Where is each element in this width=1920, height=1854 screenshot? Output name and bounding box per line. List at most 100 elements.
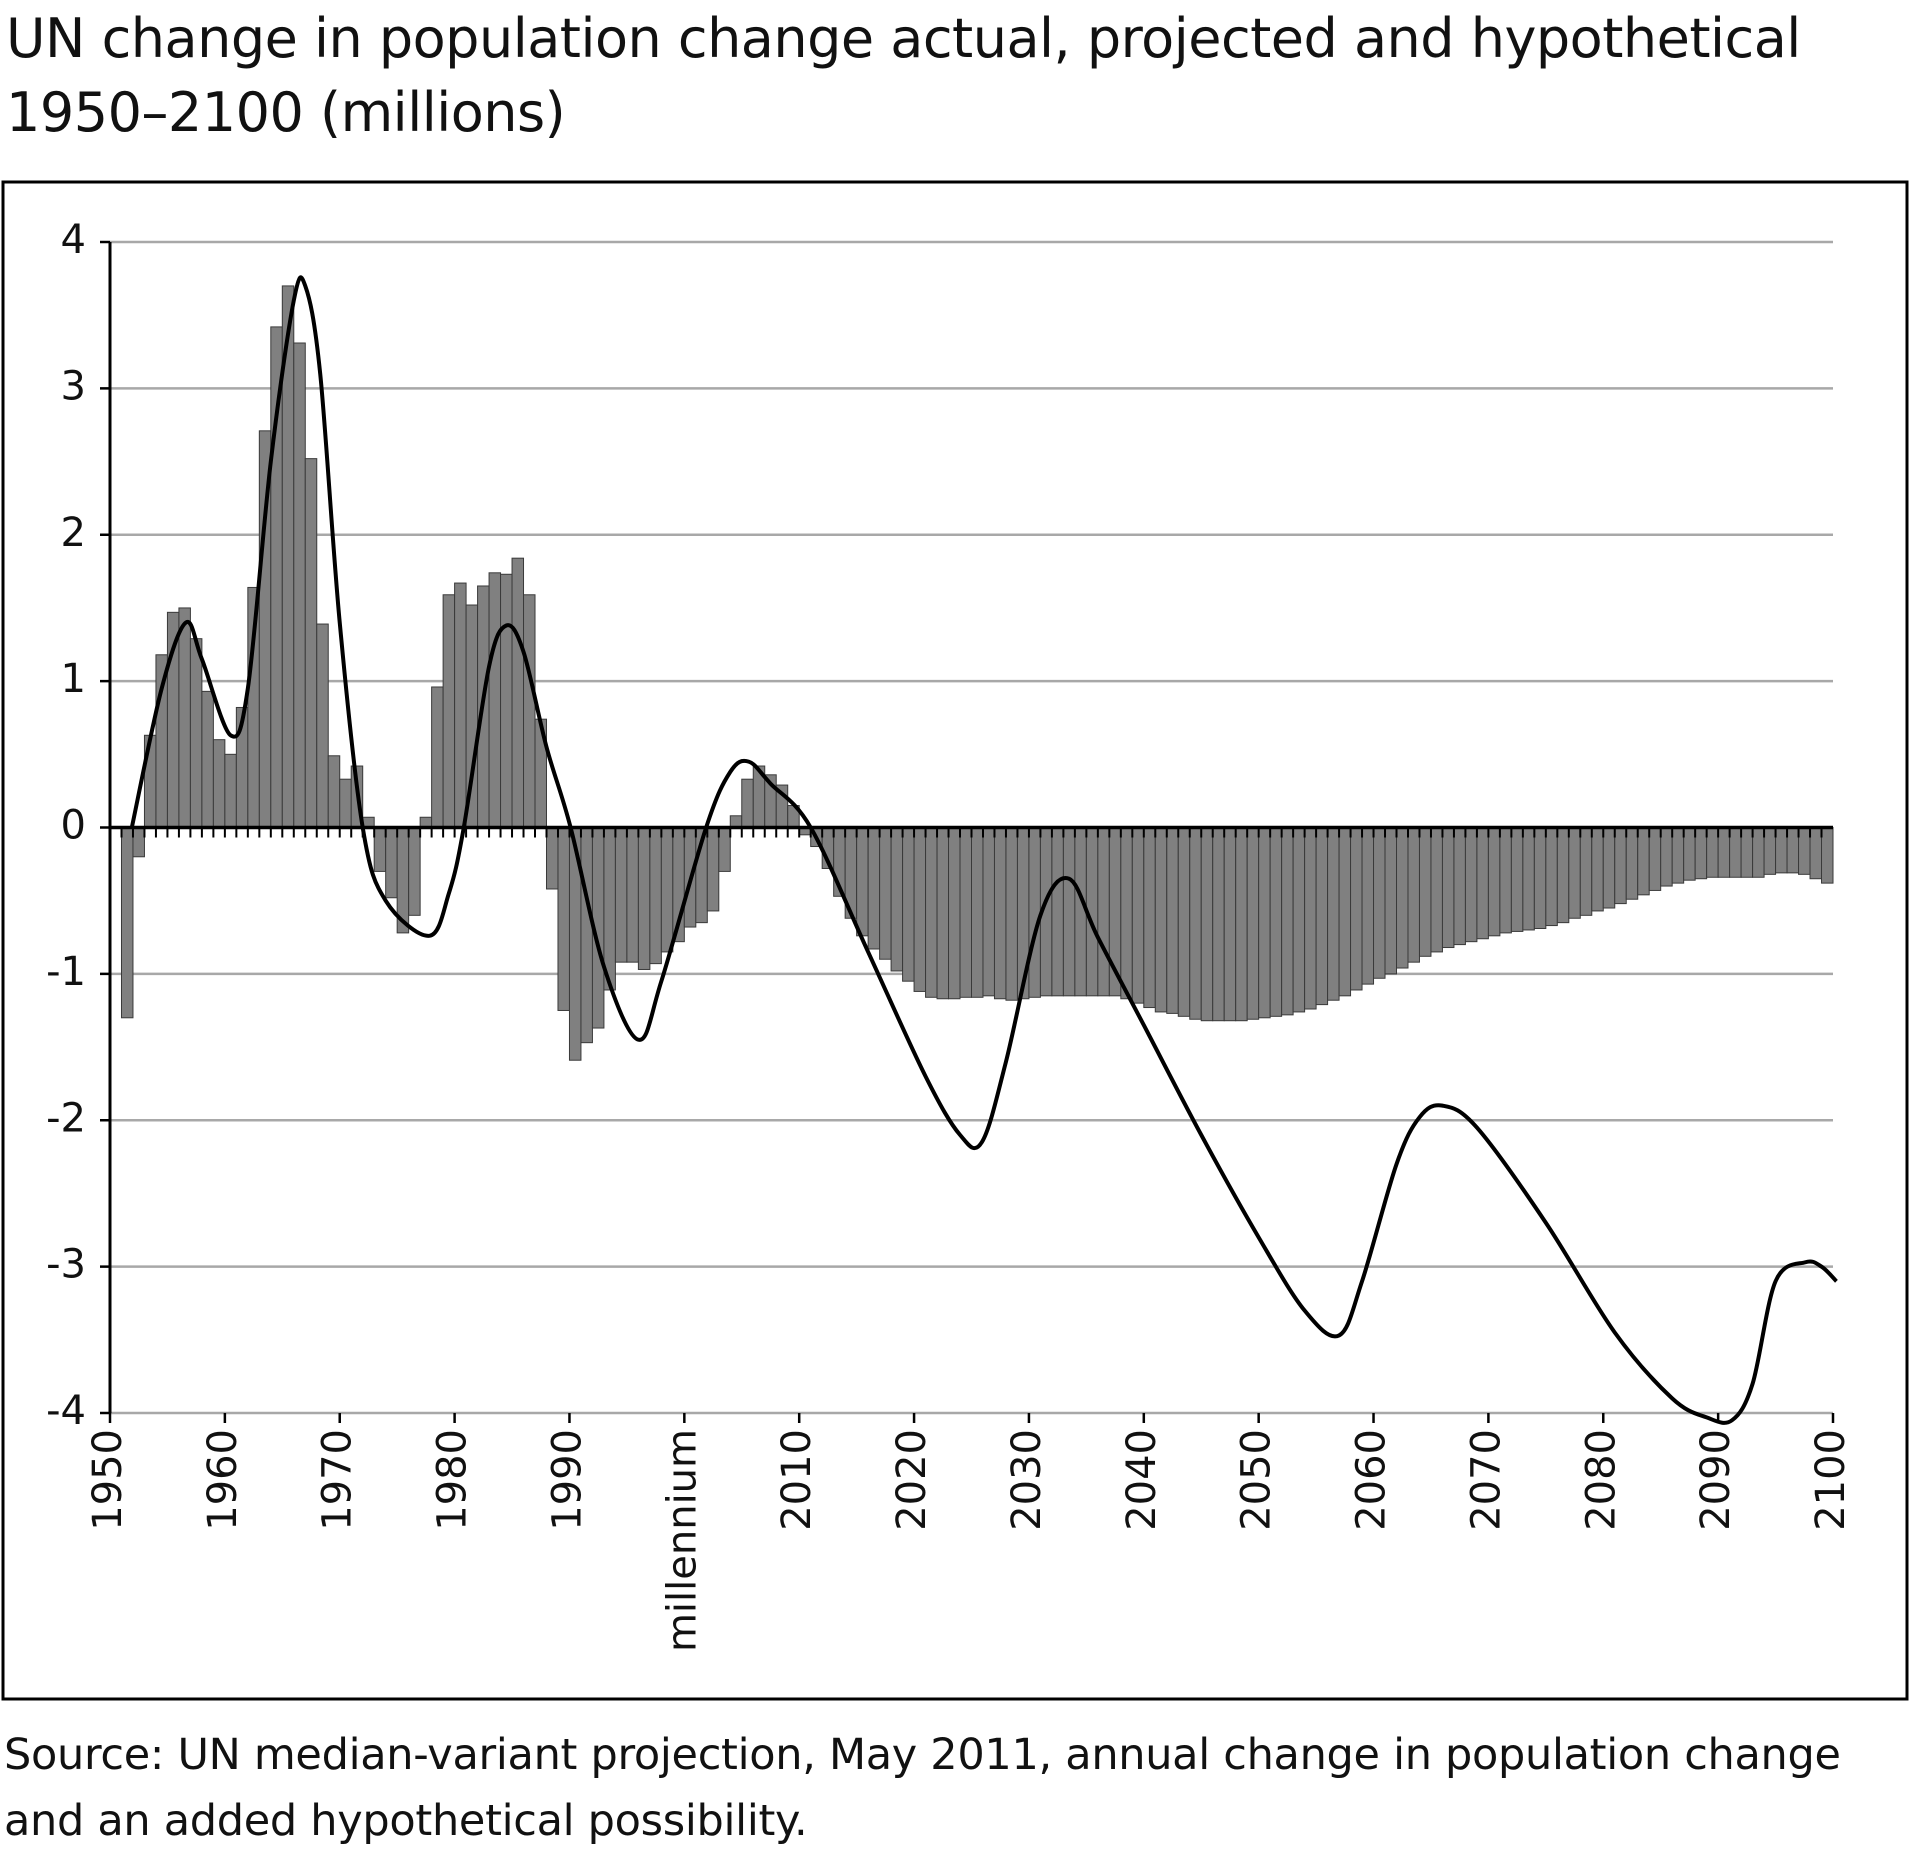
bar [1005, 827, 1018, 1001]
bar [936, 827, 950, 1000]
y-tick-label: 2 [61, 510, 86, 556]
chart-frame [1, 180, 1909, 1701]
bar [1625, 827, 1639, 900]
bar [1338, 827, 1352, 997]
bar [316, 623, 329, 828]
bar [1051, 827, 1064, 997]
bar [1327, 827, 1340, 1001]
bar [1407, 827, 1420, 963]
bar [1510, 827, 1524, 932]
bar [1097, 827, 1110, 997]
bar [1350, 827, 1363, 991]
bar [1821, 827, 1834, 884]
bar [1637, 827, 1650, 896]
bar [1568, 827, 1581, 919]
bar [1763, 827, 1777, 875]
bar [1177, 827, 1191, 1017]
bar [890, 827, 904, 972]
bar [1453, 827, 1466, 946]
bar [1212, 827, 1225, 1022]
bar [1476, 827, 1489, 940]
bar [523, 594, 536, 828]
y-tick-label: 3 [61, 363, 86, 409]
bar [373, 827, 387, 872]
bar [1269, 827, 1283, 1017]
bar [1522, 827, 1535, 931]
bar [1028, 827, 1041, 998]
bar [1200, 827, 1214, 1022]
y-tick-label: 4 [61, 217, 86, 263]
bar [1396, 827, 1409, 969]
y-tick-label: 0 [61, 803, 86, 849]
bar [1246, 827, 1260, 1020]
bar [1464, 827, 1478, 943]
y-tick-label: -2 [46, 1095, 86, 1141]
bar [614, 827, 628, 963]
bar [385, 827, 398, 899]
bar [1361, 827, 1375, 985]
bar [729, 815, 743, 828]
bar [1591, 827, 1604, 912]
bar [201, 690, 214, 829]
bar [856, 827, 869, 937]
bar [1556, 827, 1570, 924]
bar [1740, 827, 1754, 878]
bar [488, 572, 502, 828]
bar [1614, 827, 1627, 905]
y-tick-label: -4 [46, 1388, 86, 1434]
bar [1062, 827, 1076, 997]
bar [1258, 827, 1271, 1019]
bar [327, 755, 341, 828]
x-tick-label: 1960 [200, 1429, 246, 1531]
bar [557, 827, 570, 1011]
y-tick-label: -3 [46, 1242, 86, 1288]
x-tick-label: 2090 [1693, 1429, 1739, 1531]
bar [1752, 827, 1765, 878]
bar [718, 827, 731, 872]
bar [959, 827, 972, 998]
bar [913, 827, 927, 992]
bar [1223, 827, 1237, 1022]
x-tick-label: 2040 [1119, 1429, 1165, 1531]
bar [1533, 827, 1547, 929]
bar [1154, 827, 1168, 1013]
bar [1602, 827, 1616, 909]
bar [971, 827, 984, 998]
bar [1143, 827, 1156, 1009]
x-tick-label: 2030 [1004, 1429, 1050, 1531]
x-tick-label: 2050 [1234, 1429, 1280, 1531]
bar [431, 686, 444, 828]
x-tick-label: millennium [659, 1429, 705, 1652]
bar [1304, 827, 1317, 1010]
bar [1487, 827, 1501, 937]
bar [224, 753, 237, 828]
bar [442, 594, 456, 828]
bar [545, 827, 559, 890]
bar [1166, 827, 1179, 1014]
x-tick-label: 2080 [1578, 1429, 1624, 1531]
bar [1786, 827, 1800, 874]
bar [1671, 827, 1685, 884]
bar-series [120, 285, 1834, 1061]
bar [1189, 827, 1202, 1020]
bar [178, 607, 191, 828]
bar [1074, 827, 1087, 997]
bar [1441, 827, 1455, 949]
bar [132, 827, 145, 858]
bar [1418, 827, 1432, 957]
bar [1694, 827, 1708, 880]
bar [1683, 827, 1696, 881]
bar [867, 827, 881, 950]
y-tick-label: -1 [46, 949, 86, 995]
x-tick-label: 2010 [774, 1429, 820, 1531]
bar [1430, 827, 1443, 953]
bar [1315, 827, 1329, 1006]
bar [1717, 827, 1731, 878]
line-series [129, 275, 1838, 1425]
bar [293, 342, 306, 828]
x-tick-label: 2100 [1808, 1429, 1854, 1531]
bar [1798, 827, 1811, 875]
x-tick-label: 1980 [430, 1429, 476, 1531]
bar [741, 778, 754, 828]
bar [948, 827, 961, 1000]
